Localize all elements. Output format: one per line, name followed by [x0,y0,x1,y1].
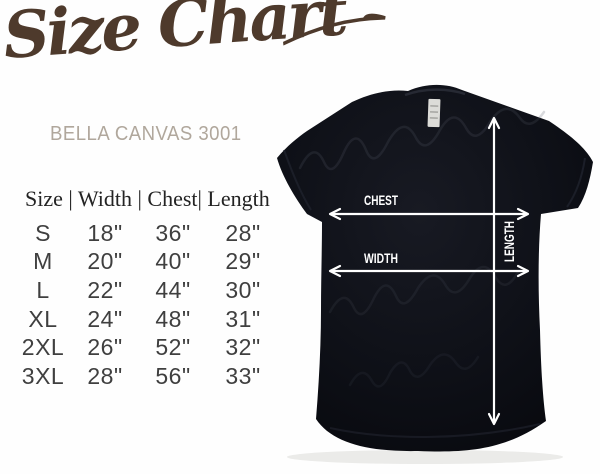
collar-seam [404,88,466,97]
subtitle: BELLA CANVAS 3001 [50,123,242,145]
cell-chest: 56" [155,362,191,389]
hem-shadow [287,450,563,464]
cell-size: S [35,219,51,246]
left-cuff-seam [283,149,312,211]
cell-length: 29" [225,248,261,275]
chest-label: CHEST [364,192,398,208]
cell-size: M [33,248,53,275]
size-table-rows: S 18" 36" 28" M 20" 40" 29" L 22" 44" 30… [14,219,278,391]
cell-size: 2XL [21,334,65,361]
width-label: WIDTH [364,250,398,266]
cell-width: 18" [87,219,123,246]
cell-width: 24" [87,305,123,332]
cell-width: 26" [87,334,123,361]
cell-length: 32" [225,334,261,361]
cell-chest: 44" [155,276,191,303]
cell-chest: 36" [155,219,191,246]
shirt-silhouette [277,84,593,452]
watermark-squiggles [298,107,546,388]
length-arrow [487,116,501,426]
cell-width: 20" [87,248,123,275]
cell-size: L [36,276,50,303]
cell-length: 31" [225,305,261,332]
neck-tag-icon [427,98,441,128]
cell-length: 28" [225,219,261,246]
cell-size: 3XL [21,362,65,389]
title-flourish-icon [281,13,386,46]
length-label: LENGTH [501,221,517,262]
hem-crease [329,423,541,438]
table-header: Size | Width | Chest| Length [25,186,270,211]
cell-chest: 48" [155,305,191,332]
cell-length: 30" [225,276,261,303]
right-cuff-seam [566,157,586,208]
cell-chest: 52" [155,334,191,361]
cell-width: 22" [87,276,123,303]
cell-chest: 40" [155,248,191,275]
cell-size: XL [28,305,58,332]
cell-length: 33" [225,362,261,389]
cell-width: 28" [87,362,123,389]
